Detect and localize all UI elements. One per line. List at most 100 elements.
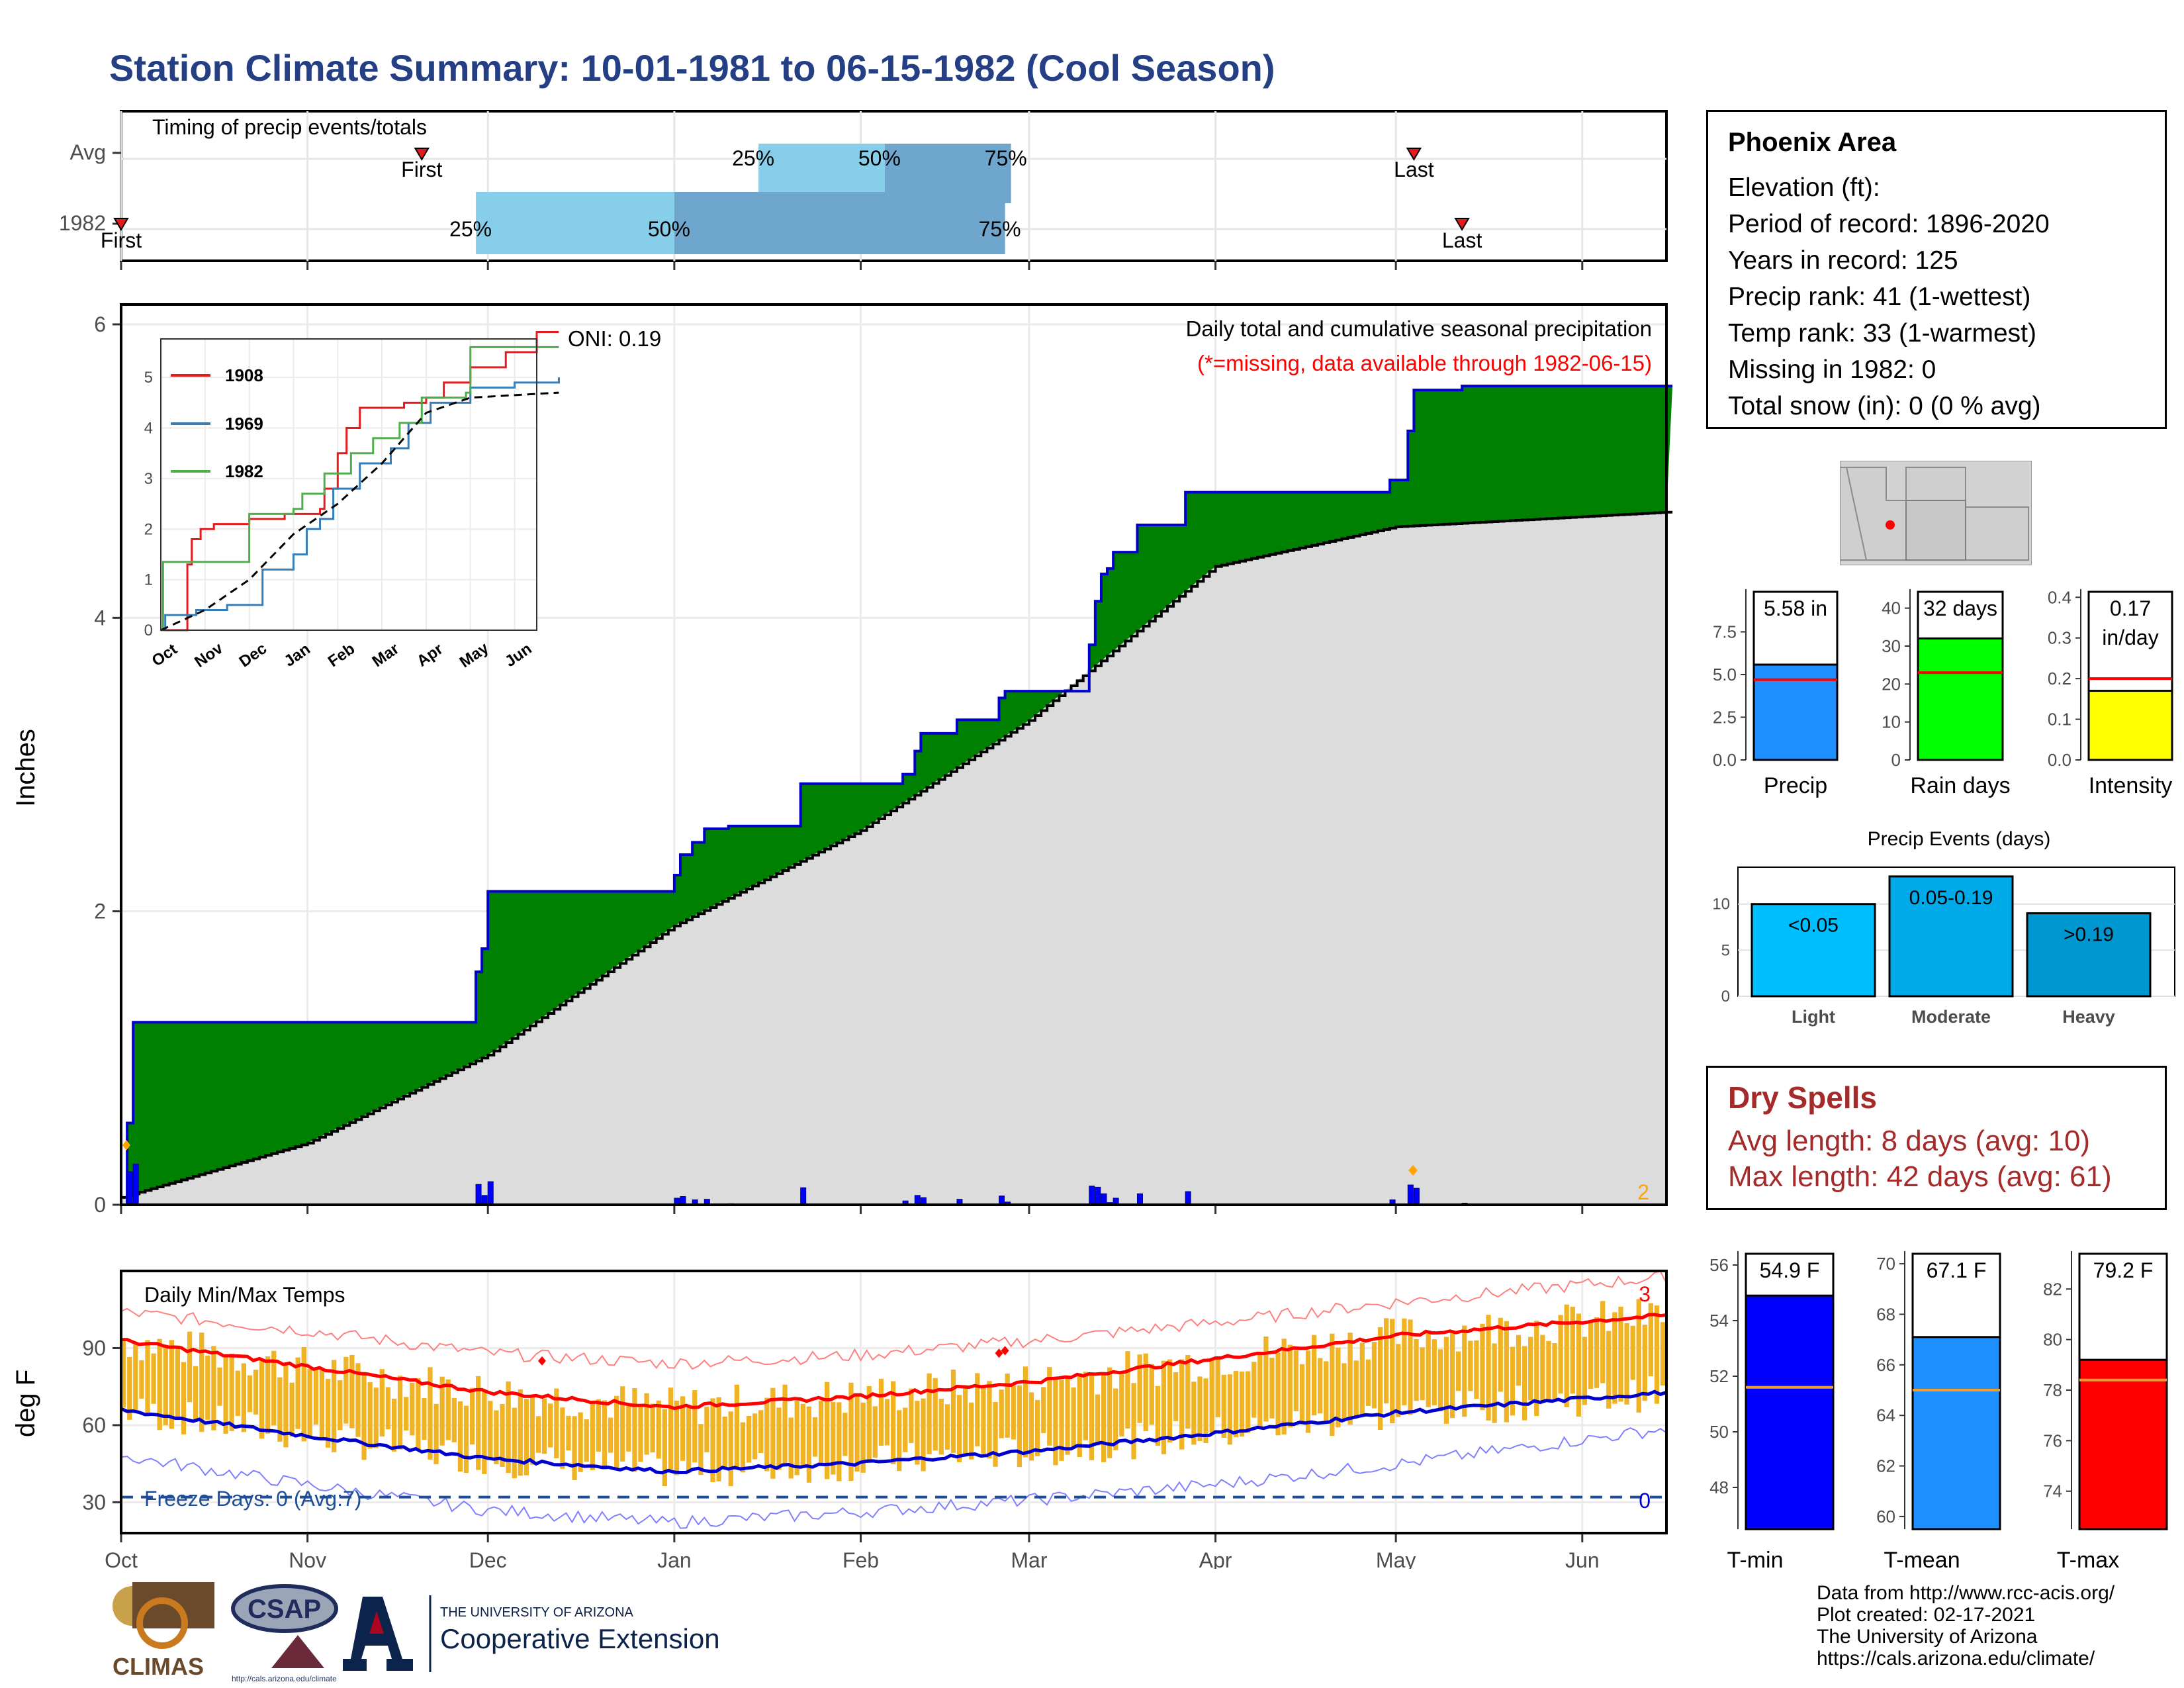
temp-day-bar [1047,1367,1052,1446]
precip-summary-charts: 0.0 2.5 5.0 7.5 5.58 in Precip 0 10 20 30 40 32 day… [1713,587,2173,798]
temp-day-bar [890,1381,896,1464]
temp-day-bar [560,1407,565,1469]
dry-spells-title: Dry Spells [1728,1080,1877,1115]
temp-day-bar [1239,1371,1245,1437]
temp-day-bar [1149,1364,1154,1425]
temp-day-bar [999,1389,1004,1438]
first-marker [113,218,129,231]
temp-day-bar [596,1399,602,1452]
tsum-ytick-label: 78 [2043,1380,2062,1400]
info-precip-rank: Precip rank: 41 (1-wettest) [1728,283,2031,311]
temp-day-bar [1233,1370,1239,1438]
ua-small-text: THE UNIVERSITY OF ARIZONA [440,1605,634,1620]
temp-day-bar [373,1387,379,1448]
temp-day-bar [1318,1358,1323,1414]
temp-day-bar [1065,1378,1070,1455]
last-marker [1406,148,1422,161]
csap-text: CSAP [248,1595,321,1624]
temp-xtick-label: Feb [842,1548,879,1569]
temp-day-bar [1028,1392,1034,1461]
temp-day-bar [1305,1350,1311,1433]
tsum-bar-1 [1911,1336,2001,1530]
temp-day-bar [1570,1307,1575,1394]
temp-day-bar [205,1355,210,1420]
daily-precip-bar [475,1184,482,1205]
timing-panel: 25% 50% 75% First Last 25% 50% 75% First Last Tim… [59,110,1668,270]
temp-day-bar [626,1405,631,1452]
temp-day-bar [1654,1305,1660,1404]
temp-day-bar [223,1356,228,1434]
tsum-value-label: 67.1 F [1927,1258,1987,1282]
temp-day-bar [1498,1317,1503,1392]
temp-day-bar [277,1377,283,1442]
temp-day-bar [614,1395,619,1468]
temp-day-bar [909,1388,914,1443]
temp-day-bar [854,1395,860,1472]
page-title: Station Climate Summary: 10-01-1981 to 0… [109,47,1275,89]
daily-precip-bar [132,1163,139,1205]
temp-day-bar [1612,1312,1617,1404]
temp-day-bar [1600,1301,1606,1383]
temp-day-bar [1504,1321,1509,1423]
temp-day-bar [842,1413,848,1456]
summary-value-label: 32 days [1923,596,1997,620]
temp-day-bar [656,1400,661,1459]
summary-ytick-label: 5.0 [1713,665,1737,684]
tsum-category-label: T-mean [1884,1548,1960,1573]
tsum-ytick-label: 64 [1876,1405,1895,1425]
summary-ytick-label: 0.0 [2048,750,2071,770]
daily-precip-bar [1136,1193,1143,1205]
ua-big-text: Cooperative Extension [440,1623,720,1654]
daily-precip-bar [481,1195,488,1205]
temp-day-bar [1257,1354,1263,1428]
temp-day-bar [133,1344,138,1411]
info-snow: Total snow (in): 0 (0 % avg) [1728,392,2041,420]
daily-precip-bar [800,1187,807,1205]
temp-day-bar [271,1350,277,1426]
temp-day-bar [734,1384,739,1468]
tsum-ytick-label: 62 [1876,1456,1895,1476]
inset-ytick-label: 5 [144,369,153,387]
record-high-line [120,1270,1667,1370]
inset-average-line [160,391,559,632]
tsum-ytick-label: 56 [1709,1255,1729,1275]
temp-day-bar [391,1398,397,1452]
daily-precip-bar [1185,1191,1191,1205]
credit-created: Plot created: 02-17-2021 [1817,1604,2036,1626]
tsum-ytick-label: 60 [1876,1507,1895,1526]
temp-day-bar [1383,1318,1389,1404]
tsum-ytick-label: 48 [1709,1477,1729,1497]
temp-day-bar [1035,1399,1040,1456]
temp-day-bar [956,1395,962,1463]
temp-day-bar [217,1367,222,1406]
temp-day-bar [1155,1385,1160,1446]
temp-day-bar [211,1346,216,1430]
temp-day-bar [812,1417,818,1457]
temp-day-bar [1083,1372,1088,1440]
temp-day-bar [1209,1359,1214,1433]
temp-day-bar [367,1382,373,1449]
temp-day-bar [247,1375,253,1413]
above-average-area [121,386,1673,1205]
temp-day-bar [235,1370,240,1417]
summary-ytick-label: 20 [1882,674,1901,694]
temp-day-bar [1311,1335,1317,1416]
temp-day-bar [151,1353,156,1404]
temp-day-bar [1185,1354,1191,1429]
temp-day-bar [307,1369,312,1436]
tsum-ytick-label: 68 [1876,1304,1895,1324]
temp-day-bar [428,1367,433,1460]
temp-day-bar [1377,1327,1383,1430]
events-bar-label: 0.05-0.19 [1909,887,1993,909]
temp-day-bar [361,1372,367,1460]
temp-day-bar [1594,1317,1600,1388]
summary-ytick-label: 0 [1891,750,1901,770]
temp-day-bar [1510,1346,1516,1416]
timing-p75-label: 75% [985,146,1027,170]
temp-day-bar [1041,1387,1046,1433]
temp-day-bar [1101,1374,1107,1462]
temp-day-bar [921,1398,926,1472]
daily-precip-bar [1101,1193,1107,1205]
temp-day-bar [338,1380,343,1430]
temp-day-bar [1426,1330,1431,1407]
